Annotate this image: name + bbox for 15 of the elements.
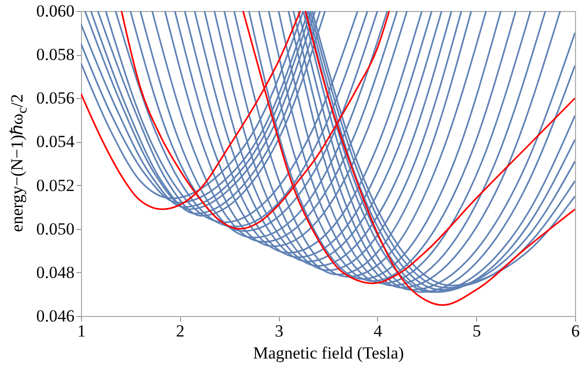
- y-tick-label: 0.054: [36, 132, 75, 152]
- y-tick-label: 0.052: [36, 176, 74, 195]
- y-tick-label: 0.056: [36, 88, 74, 108]
- y-tick-label: 0.050: [36, 219, 74, 238]
- y-tick-label: 0.058: [36, 45, 74, 64]
- y-tick-label: 0.046: [36, 306, 74, 326]
- x-tick-label: 2: [176, 322, 185, 340]
- x-tick-label: 5: [472, 322, 481, 340]
- x-tick-label: 3: [274, 322, 284, 340]
- x-axis-title: Magnetic field (Tesla): [253, 344, 404, 362]
- y-tick-label: 0.048: [36, 262, 74, 282]
- x-tick-label: 6: [571, 322, 580, 340]
- x-tick-label: 1: [77, 322, 86, 340]
- y-tick-label: 0.060: [36, 2, 74, 20]
- x-tick-label: 4: [374, 322, 383, 340]
